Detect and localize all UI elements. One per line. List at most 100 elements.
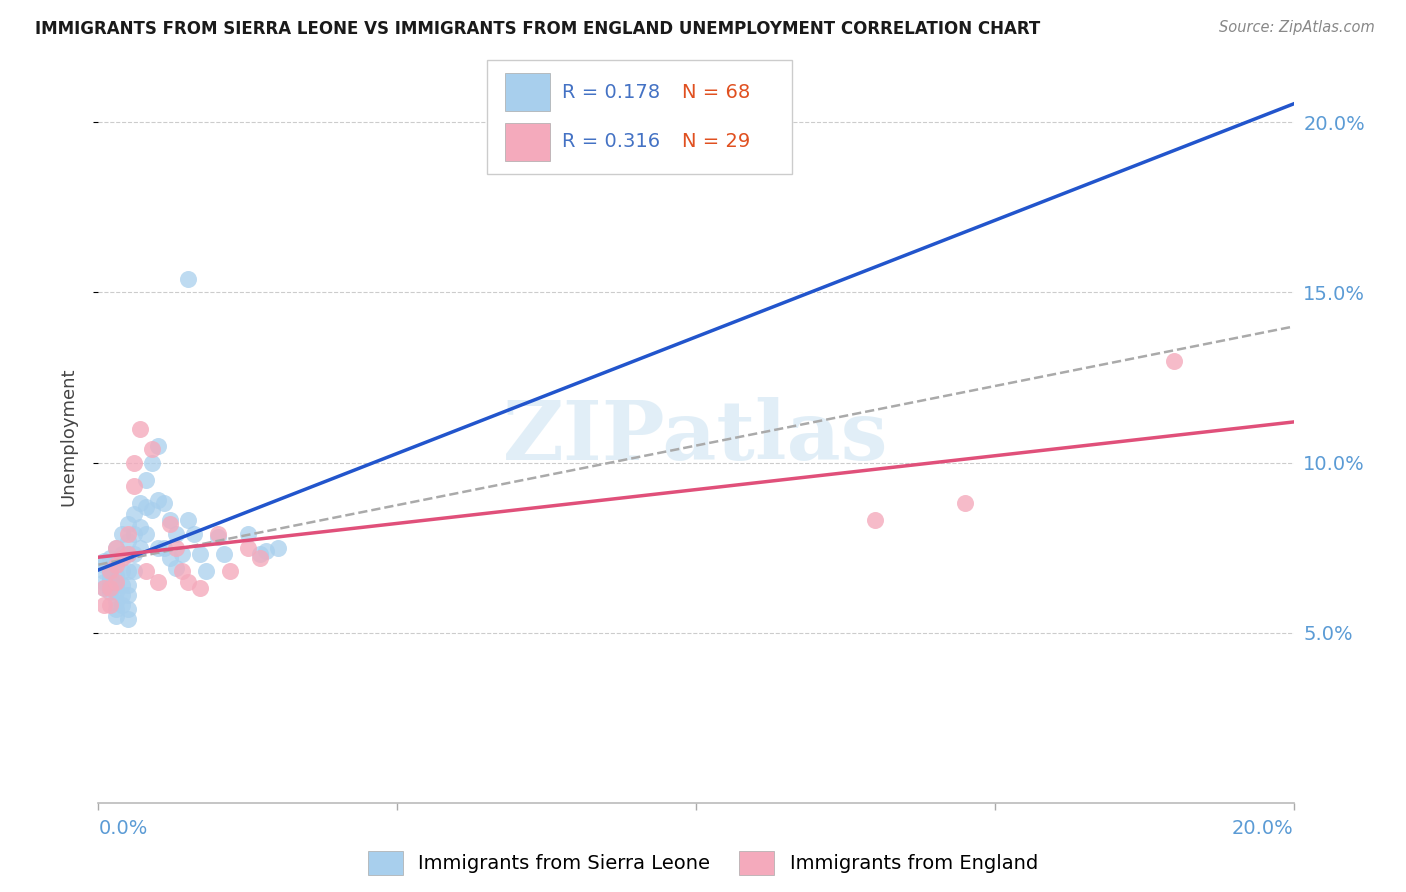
Text: R = 0.316: R = 0.316 [562,133,661,152]
Legend: Immigrants from Sierra Leone, Immigrants from England: Immigrants from Sierra Leone, Immigrants… [360,843,1046,882]
Point [105,578,128,592]
Point [135,565,157,579]
Point [153,541,176,555]
Point [141,503,163,517]
Point [98,599,122,613]
Point [124,548,146,562]
Point [212,548,235,562]
Text: IMMIGRANTS FROM SIERRA LEONE VS IMMIGRANTS FROM ENGLAND UNEMPLOYMENT CORRELATION: IMMIGRANTS FROM SIERRA LEONE VS IMMIGRAN… [35,20,1040,37]
Point [111,588,134,602]
Point [105,541,128,555]
Point [141,442,163,456]
Point [111,550,134,565]
Point [153,496,176,510]
Point [188,582,211,596]
Point [117,548,139,562]
Point [111,548,134,562]
Point [207,531,229,545]
Text: N = 68: N = 68 [682,83,749,102]
Point [148,574,170,589]
Point [129,541,152,555]
Point [124,479,146,493]
Point [93,599,115,613]
Point [98,561,122,575]
Point [267,541,290,555]
Point [105,558,128,572]
Point [177,574,200,589]
Point [159,550,181,565]
Point [93,582,115,596]
FancyBboxPatch shape [505,123,550,161]
Text: 0.0%: 0.0% [98,819,148,838]
Point [105,554,128,568]
Point [98,565,122,579]
Point [93,554,115,568]
Point [93,558,115,572]
Point [207,527,229,541]
Point [117,588,139,602]
Point [219,565,242,579]
Point [124,565,146,579]
Point [165,561,187,575]
Point [93,574,115,589]
Point [105,602,128,616]
Point [117,602,139,616]
Point [165,527,187,541]
Point [165,541,187,555]
Point [93,565,115,579]
Point [129,520,152,534]
Point [159,516,181,531]
Point [124,456,146,470]
Point [105,595,128,609]
Point [183,527,205,541]
Point [117,548,139,562]
FancyBboxPatch shape [486,61,792,174]
Point [117,612,139,626]
Point [105,567,128,582]
Point [105,608,128,623]
Point [177,513,200,527]
Point [105,585,128,599]
Y-axis label: Unemployment: Unemployment [59,368,77,507]
Point [98,578,122,592]
Point [117,527,139,541]
Point [124,507,146,521]
FancyBboxPatch shape [505,73,550,112]
Point [117,565,139,579]
Point [135,473,157,487]
Text: Source: ZipAtlas.com: Source: ZipAtlas.com [1219,20,1375,35]
Point [117,533,139,548]
Point [98,571,122,585]
Point [135,500,157,514]
Point [98,585,122,599]
Point [135,527,157,541]
Point [98,567,122,582]
Point [172,548,194,562]
Point [254,544,277,558]
Text: N = 29: N = 29 [682,133,749,152]
Point [124,527,146,541]
Point [98,582,122,596]
Point [188,548,211,562]
Point [111,565,134,579]
Point [141,456,163,470]
Point [117,578,139,592]
Point [148,541,170,555]
Point [105,574,128,589]
Text: ZIPatlas: ZIPatlas [503,397,889,477]
Point [249,550,271,565]
Point [148,439,170,453]
Point [236,527,259,541]
Point [953,496,976,510]
Point [236,541,259,555]
Point [172,565,194,579]
Point [98,574,122,589]
Point [111,599,134,613]
Point [1163,353,1185,368]
Point [148,493,170,508]
Point [249,548,271,562]
Point [98,550,122,565]
Point [865,513,887,527]
Point [98,582,122,596]
Point [129,496,152,510]
